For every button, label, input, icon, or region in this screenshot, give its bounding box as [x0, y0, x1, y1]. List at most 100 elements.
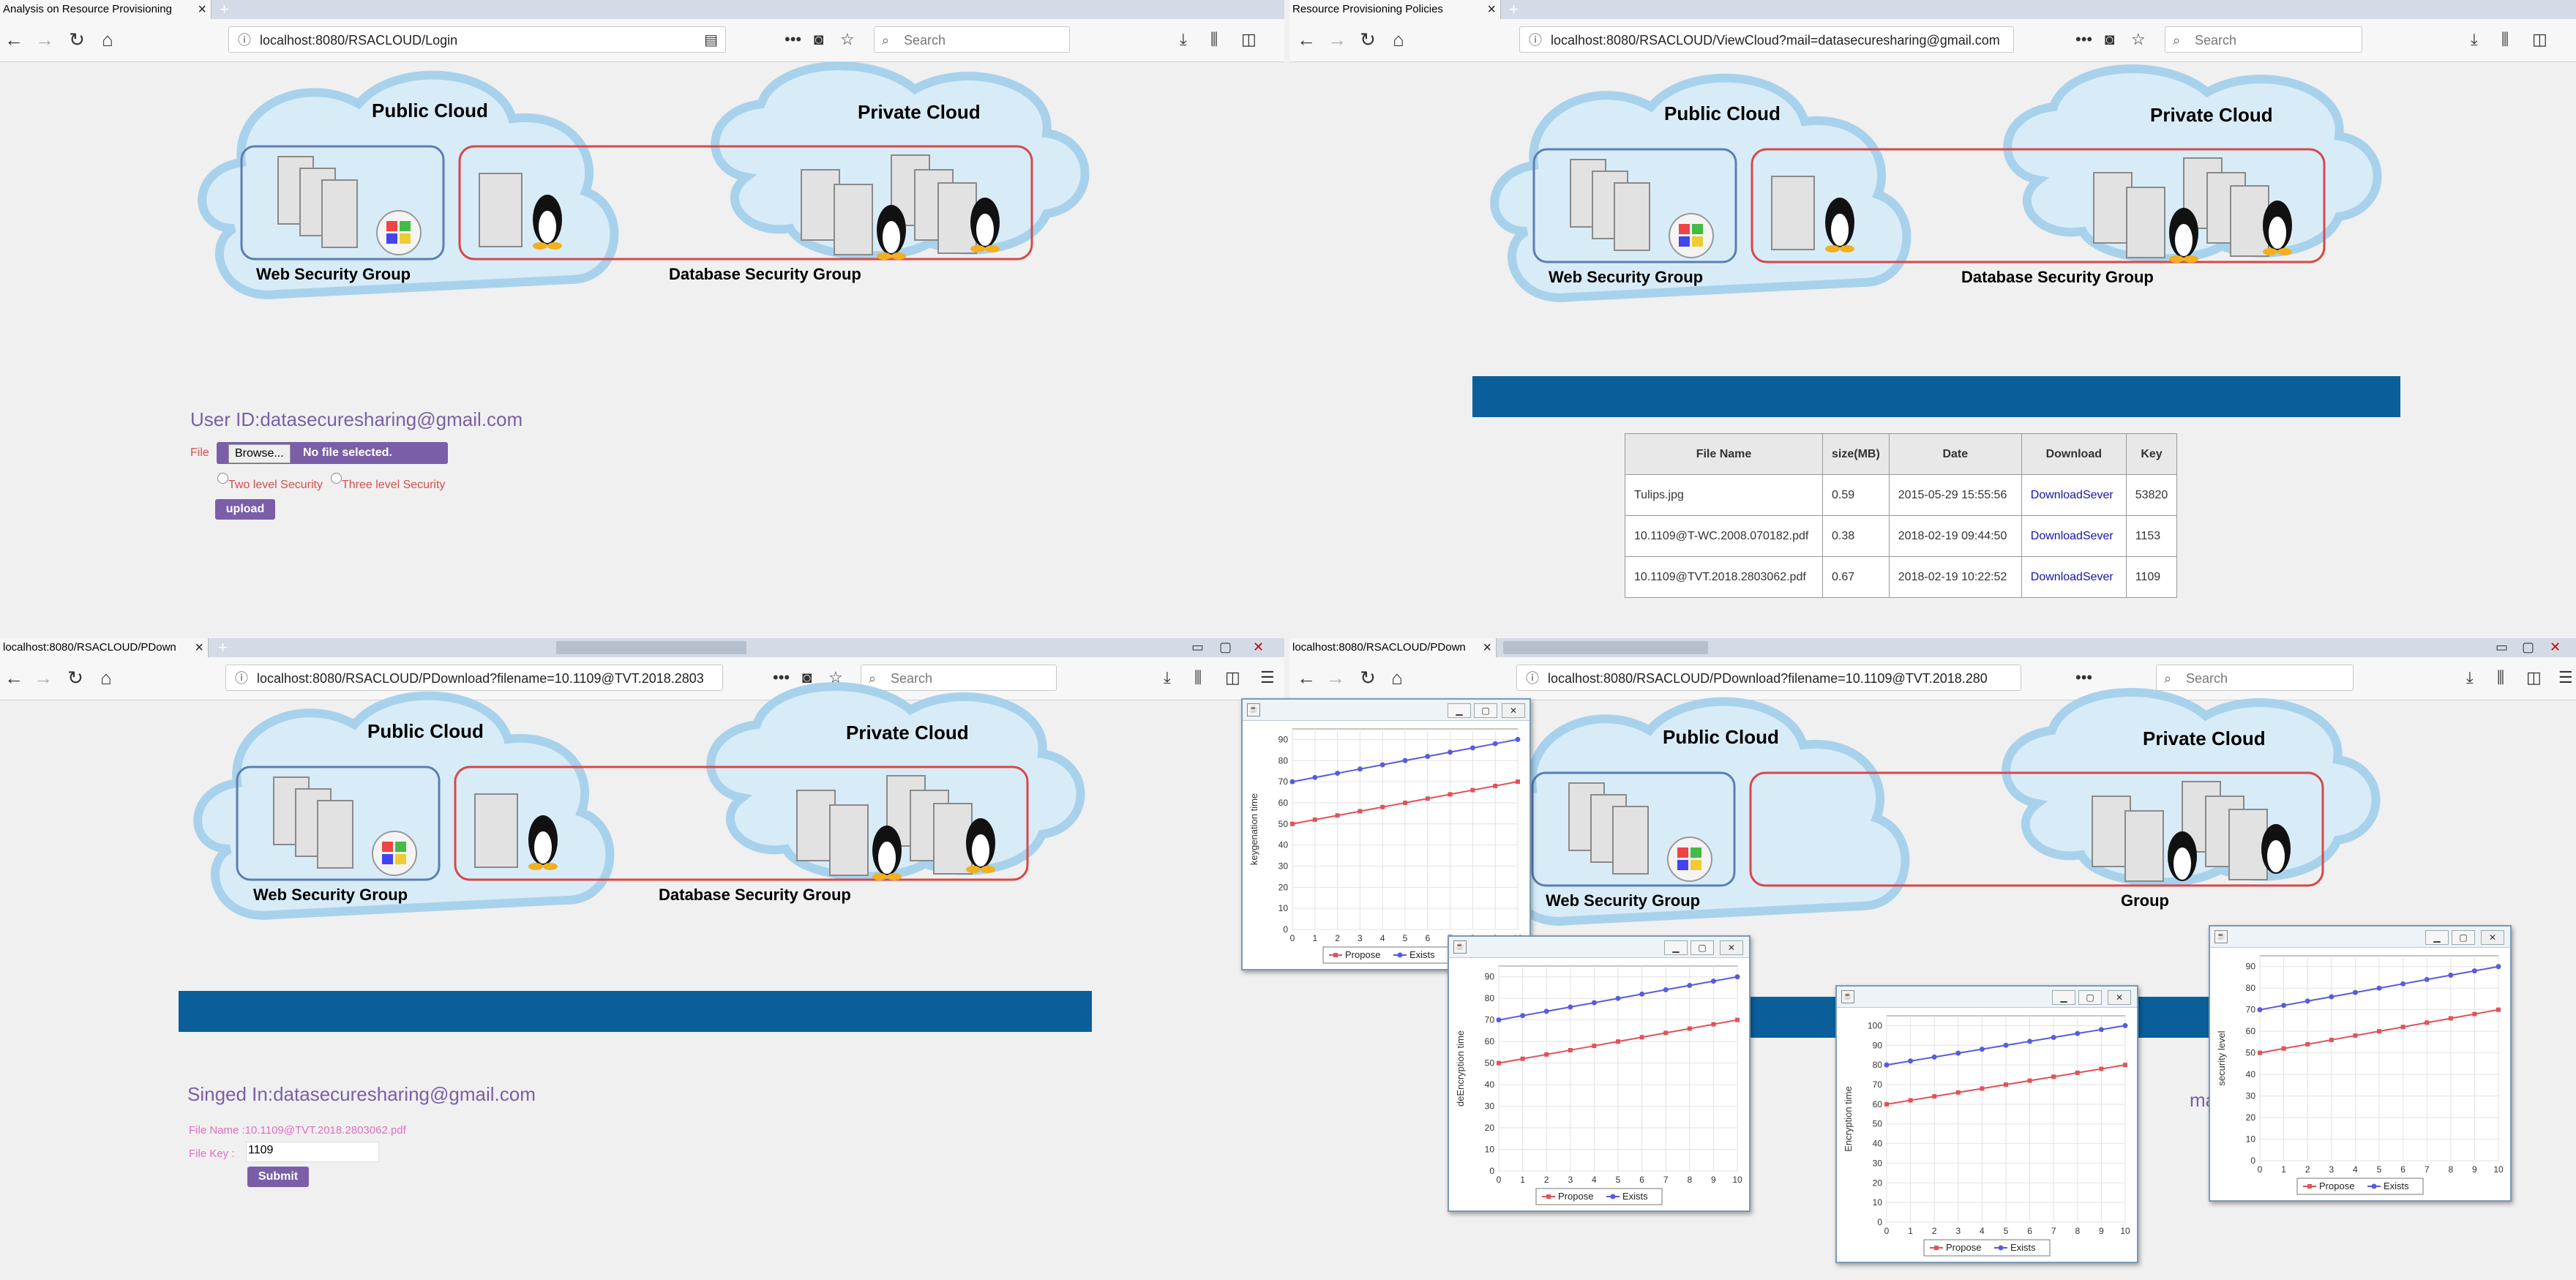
- x-tick-label: 1: [1312, 933, 1317, 943]
- url-bar[interactable]: ⓘ localhost:8080/RSACLOUD/ViewCloud?mail=…: [1519, 26, 2014, 53]
- pocket-icon[interactable]: ◙: [802, 668, 812, 686]
- legend-box: [2296, 1178, 2424, 1195]
- window-titlebar[interactable]: ☕ ▁ ▢ ✕: [2210, 927, 2510, 948]
- page-actions-icon[interactable]: •••: [773, 668, 790, 686]
- close-tab-icon[interactable]: ×: [195, 640, 203, 656]
- minimize-button[interactable]: ▁: [2052, 990, 2075, 1005]
- close-tab-icon[interactable]: ×: [1487, 1, 1496, 18]
- home-icon[interactable]: ⌂: [1393, 29, 1404, 50]
- minimize-button[interactable]: ▁: [1664, 940, 1688, 955]
- library-icon[interactable]: ⫼: [2501, 30, 2509, 48]
- file-input[interactable]: Browse... No file selected.: [217, 442, 448, 464]
- tab-download[interactable]: localhost:8080/RSACLOUD/PDown ×: [1289, 638, 1497, 657]
- maximize-button[interactable]: ▢: [1690, 940, 1714, 955]
- page-actions-icon[interactable]: •••: [2075, 668, 2093, 686]
- back-icon[interactable]: ←: [1297, 29, 1316, 50]
- back-icon[interactable]: ←: [4, 29, 23, 50]
- tab-login[interactable]: Analysis on Resource Provisioning ×: [0, 0, 211, 19]
- download-icon[interactable]: ⤓: [1180, 30, 1187, 48]
- download-icon[interactable]: ⤓: [2466, 668, 2474, 686]
- download-link[interactable]: DownloadSever: [2030, 488, 2113, 501]
- pocket-icon[interactable]: ◙: [2105, 30, 2115, 48]
- search-field[interactable]: ⌕ Search: [861, 665, 1057, 691]
- data-point: [1497, 1060, 1501, 1066]
- close-button[interactable]: ✕: [1502, 703, 1525, 718]
- window-titlebar[interactable]: ☕ ▁ ▢ ✕: [1449, 937, 1749, 958]
- maximize-window-icon[interactable]: ▢: [2522, 640, 2535, 654]
- minimize-window-icon[interactable]: ▭: [2496, 640, 2509, 654]
- sidebar-icon[interactable]: ◫: [2532, 30, 2547, 48]
- close-tab-icon[interactable]: ×: [1483, 640, 1491, 656]
- three-level-radio[interactable]: [331, 473, 342, 484]
- new-tab-icon[interactable]: +: [220, 0, 229, 18]
- tab-download[interactable]: localhost:8080/RSACLOUD/PDown ×: [0, 638, 209, 657]
- minimize-window-icon[interactable]: ▭: [1191, 640, 1205, 654]
- search-field[interactable]: ⌕ Search: [874, 26, 1070, 53]
- browse-button[interactable]: Browse...: [228, 444, 291, 463]
- menu-icon[interactable]: ☰: [1260, 668, 1275, 686]
- maximize-button[interactable]: ▢: [2078, 990, 2102, 1005]
- x-tick-label: 7: [2425, 1164, 2430, 1175]
- sidebar-icon[interactable]: ◫: [1241, 30, 1257, 48]
- reload-icon[interactable]: ↻: [67, 667, 83, 689]
- url-bar[interactable]: ⓘ localhost:8080/RSACLOUD/PDownload?filen…: [1516, 665, 2021, 691]
- library-icon[interactable]: ⫼: [1210, 30, 1218, 48]
- bookmark-star-icon[interactable]: ☆: [828, 668, 843, 686]
- home-icon[interactable]: ⌂: [1391, 667, 1403, 689]
- chart-window-encryption[interactable]: ☕ ▁ ▢ ✕ 0 10 20 30 40 50 60 70 80 90 100 0 1 2 3 4 5 6 7 8 9 10 E…: [1835, 985, 2138, 1263]
- page-actions-icon[interactable]: •••: [2075, 30, 2093, 48]
- minimize-button[interactable]: ▁: [2425, 930, 2449, 945]
- forward-icon[interactable]: →: [1328, 29, 1347, 50]
- home-icon[interactable]: ⌂: [100, 667, 112, 689]
- sidebar-icon[interactable]: ◫: [1225, 668, 1240, 686]
- url-bar[interactable]: ⓘ localhost:8080/RSACLOUD/PDownload?filen…: [225, 665, 723, 691]
- chart-window-security[interactable]: ☕ ▁ ▢ ✕ 0 10 20 30 40 50 60 70 80 90 0 1 2 3 4 5 6 7 8 9 10 secu…: [2209, 925, 2512, 1202]
- forward-icon[interactable]: →: [1326, 667, 1345, 689]
- maximize-window-icon[interactable]: ▢: [1219, 640, 1232, 654]
- chart-window-keygen[interactable]: ☕▁▢✕ 0102030405060708090012345678910keyg…: [1241, 698, 1531, 970]
- forward-icon[interactable]: →: [34, 667, 53, 689]
- search-field[interactable]: ⌕ Search: [2165, 26, 2362, 53]
- close-button[interactable]: ✕: [2108, 990, 2131, 1005]
- new-tab-icon[interactable]: +: [1509, 0, 1519, 18]
- library-icon[interactable]: ⫼: [1194, 668, 1202, 686]
- reload-icon[interactable]: ↻: [69, 29, 85, 50]
- upload-button[interactable]: upload: [215, 499, 275, 520]
- close-tab-icon[interactable]: ×: [198, 1, 206, 18]
- two-level-radio[interactable]: [217, 473, 228, 484]
- minimize-button[interactable]: ▁: [1448, 703, 1471, 718]
- download-icon[interactable]: ⤓: [1164, 668, 1171, 686]
- close-window-icon[interactable]: ✕: [1253, 640, 1265, 654]
- tab-viewcloud[interactable]: Resource Provisioning Policies ×: [1289, 0, 1501, 19]
- library-icon[interactable]: ⫼: [2497, 668, 2505, 686]
- sidebar-icon[interactable]: ◫: [2526, 668, 2542, 686]
- chart-window-decryption[interactable]: ☕ ▁ ▢ ✕ 0 10 20 30 40 50 60 70 80 90 0 1 2 3 4 5 6 7 8 9 10 deEn…: [1448, 935, 1751, 1212]
- reload-icon[interactable]: ↻: [1360, 667, 1376, 689]
- file-key-input[interactable]: 1109: [246, 1142, 379, 1162]
- new-tab-icon[interactable]: +: [218, 638, 228, 656]
- bookmark-star-icon[interactable]: ☆: [840, 30, 855, 48]
- back-icon[interactable]: ←: [1297, 667, 1316, 689]
- home-icon[interactable]: ⌂: [102, 29, 113, 50]
- close-button[interactable]: ✕: [2481, 930, 2504, 945]
- download-icon[interactable]: ⤓: [2471, 30, 2478, 48]
- menu-icon[interactable]: ☰: [2558, 668, 2573, 686]
- close-button[interactable]: ✕: [1720, 940, 1743, 955]
- url-bar[interactable]: ⓘ localhost:8080/RSACLOUD/Login ▤: [228, 26, 726, 53]
- back-icon[interactable]: ←: [4, 667, 23, 689]
- maximize-button[interactable]: ▢: [1474, 703, 1497, 718]
- download-link[interactable]: DownloadSever: [2030, 529, 2113, 542]
- pocket-icon[interactable]: ◙: [814, 30, 824, 48]
- window-titlebar[interactable]: ☕ ▁ ▢ ✕: [1837, 987, 2137, 1008]
- submit-button[interactable]: Submit: [247, 1167, 309, 1187]
- reader-icon[interactable]: ▤: [704, 32, 718, 48]
- page-actions-icon[interactable]: •••: [785, 30, 802, 48]
- window-titlebar[interactable]: ☕ ▁ ▢ ✕: [1243, 700, 1530, 721]
- maximize-button[interactable]: ▢: [2452, 930, 2475, 945]
- search-field[interactable]: ⌕ Search: [2156, 665, 2354, 691]
- reload-icon[interactable]: ↻: [1360, 29, 1376, 50]
- forward-icon[interactable]: →: [35, 29, 54, 50]
- download-link[interactable]: DownloadSever: [2030, 570, 2113, 583]
- bookmark-star-icon[interactable]: ☆: [2131, 30, 2146, 48]
- close-window-icon[interactable]: ✕: [2550, 640, 2561, 654]
